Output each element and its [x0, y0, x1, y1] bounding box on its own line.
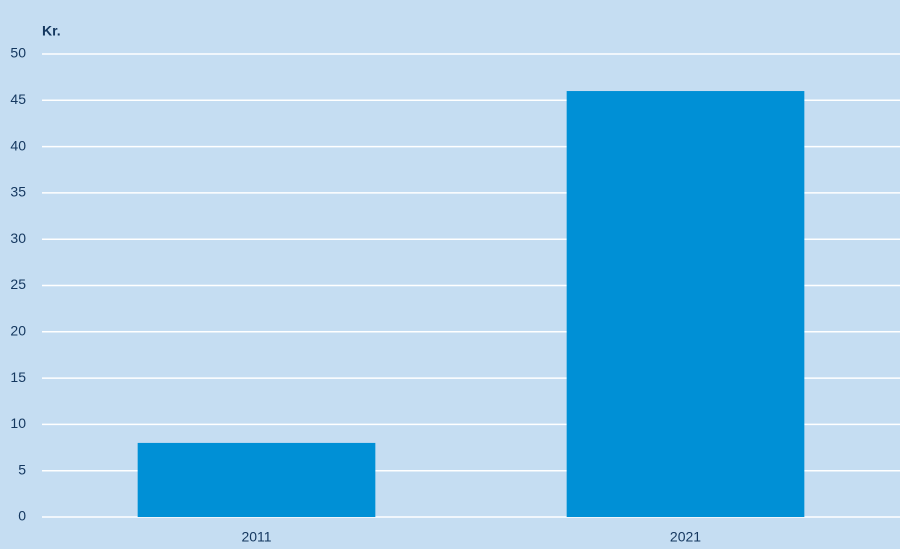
x-tick-label: 2021	[670, 529, 701, 545]
y-tick-label: 0	[18, 508, 26, 524]
y-tick-label: 5	[18, 461, 26, 477]
y-tick-label: 40	[10, 137, 26, 153]
bar	[566, 91, 805, 517]
y-tick-label: 45	[10, 91, 26, 107]
y-tick-label: 25	[10, 276, 26, 292]
y-tick-label: 10	[10, 415, 26, 431]
x-tick-label: 2011	[241, 529, 271, 545]
y-tick-label: 30	[10, 230, 26, 246]
y-tick-label: 35	[10, 184, 26, 200]
y-tick-label: 20	[10, 323, 26, 339]
bar	[137, 442, 376, 517]
y-tick-label: 15	[10, 369, 26, 385]
y-axis-label: Kr.	[42, 23, 61, 39]
y-tick-label: 50	[10, 45, 26, 61]
